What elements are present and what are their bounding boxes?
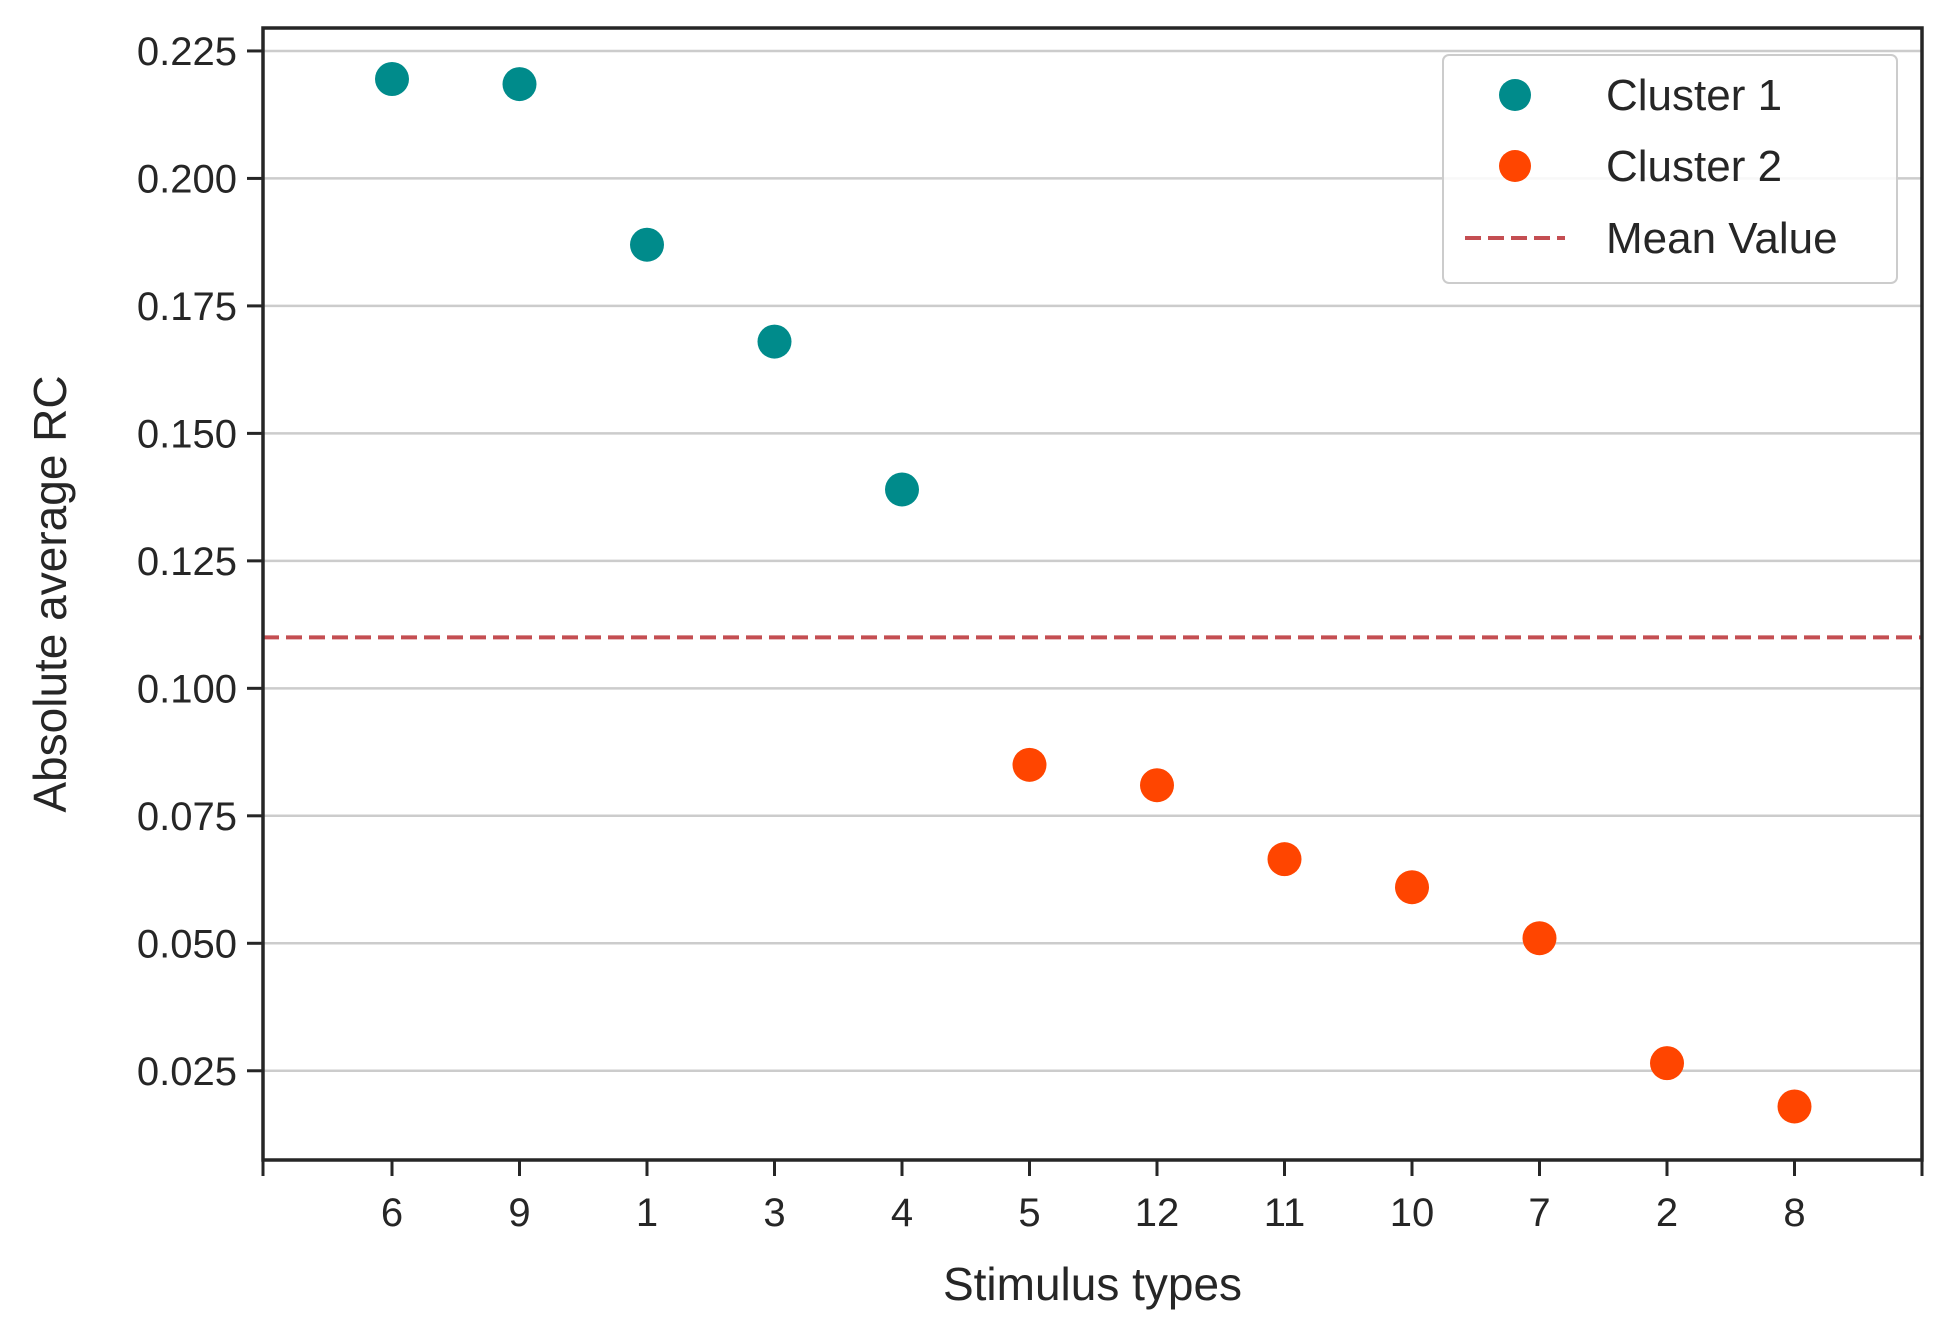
y-tick-label: 0.200 (137, 157, 237, 201)
legend-marker-cluster-2 (1499, 150, 1531, 182)
x-tick-label: 11 (1264, 1191, 1306, 1235)
cluster-2-point (1650, 1046, 1684, 1081)
x-tick-label: 9 (508, 1191, 530, 1235)
axes (247, 26, 1924, 1176)
cluster-1-point (502, 67, 537, 102)
legend-label-cluster-2: Cluster 2 (1606, 142, 1782, 191)
cluster-1-point (757, 324, 792, 359)
data-points (375, 61, 1812, 1124)
legend-label-mean-value: Mean Value (1606, 214, 1838, 263)
legend: Cluster 1 Cluster 2 Mean Value (1442, 54, 1898, 284)
x-axis-label: Stimulus types (943, 1258, 1242, 1310)
x-tick-label: 7 (1528, 1191, 1550, 1235)
legend-frame (1442, 54, 1898, 284)
cluster-2-point (1522, 921, 1557, 956)
y-tick-label: 0.125 (137, 540, 237, 584)
y-tick-label: 0.050 (137, 922, 237, 966)
cluster-2-point (1777, 1089, 1812, 1124)
cluster-1-point (630, 227, 664, 262)
cluster-2-point (1140, 768, 1174, 803)
y-tick-label: 0.025 (137, 1050, 237, 1094)
y-tick-label: 0.175 (137, 285, 237, 329)
cluster-2-point (1012, 747, 1047, 782)
x-tick-label: 8 (1783, 1191, 1805, 1235)
y-tick-label: 0.100 (137, 667, 237, 711)
y-tick-label: 0.075 (137, 795, 237, 839)
x-tick-label: 1 (636, 1191, 658, 1235)
cluster-1-point (375, 61, 409, 96)
cluster-2-point (1395, 870, 1429, 905)
x-tick-label: 12 (1135, 1191, 1180, 1235)
plot-frame (261, 26, 1924, 1162)
legend-label-cluster-1: Cluster 1 (1606, 71, 1782, 120)
cluster-2-point (1267, 842, 1302, 877)
x-tick-label: 6 (381, 1191, 403, 1235)
y-tick-label: 0.225 (137, 30, 237, 74)
y-axis-label: Absolute average RC (24, 375, 76, 812)
x-tick-label: 4 (891, 1191, 913, 1235)
grid-lines (263, 49, 1922, 1073)
legend-marker-cluster-1 (1499, 79, 1531, 111)
x-tick-label: 10 (1390, 1191, 1435, 1235)
tick-labels: 0.025 0.050 0.075 0.100 0.125 0.150 0.175 0.200… (137, 30, 1806, 1235)
cluster-1-point (885, 472, 919, 507)
y-tick-label: 0.150 (137, 412, 237, 456)
x-tick-label: 5 (1018, 1191, 1040, 1235)
x-tick-label: 2 (1656, 1191, 1678, 1235)
x-tick-label: 3 (763, 1191, 785, 1235)
